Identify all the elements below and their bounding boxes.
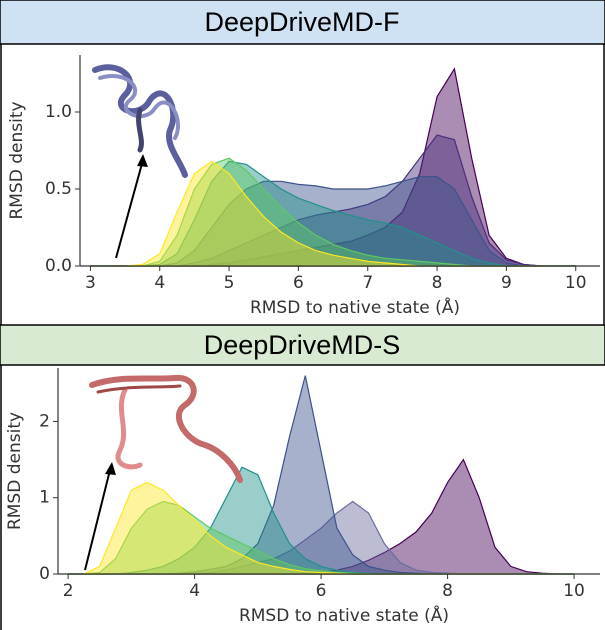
y-axis-label: RMSD density bbox=[7, 101, 27, 219]
arrow-head bbox=[137, 154, 148, 167]
x-axis-label: RMSD to native state (Å) bbox=[250, 296, 460, 318]
x-tick-label: 8 bbox=[432, 273, 443, 293]
x-tick-label: 9 bbox=[501, 273, 512, 293]
header-band bbox=[0, 0, 605, 45]
panel-title: DeepDriveMD-S bbox=[204, 330, 401, 360]
x-tick-label: 6 bbox=[316, 581, 327, 601]
y-tick-label: 1 bbox=[39, 488, 50, 508]
y-tick-label: 1.0 bbox=[45, 102, 72, 122]
plot: 2 4 6 8 10 0 1 2 RMSD to native state (Å) RMSD de… bbox=[5, 368, 600, 626]
x-tick-label: 4 bbox=[189, 581, 200, 601]
y-tick-label: 0.5 bbox=[45, 179, 72, 199]
y-axis-label: RMSD density bbox=[5, 412, 25, 530]
y-tick-label: 2 bbox=[39, 411, 50, 431]
y-tick-label: 0 bbox=[39, 564, 50, 584]
x-tick-label: 5 bbox=[224, 273, 235, 293]
x-tick-label: 6 bbox=[293, 273, 304, 293]
plot: 3 4 5 6 7 8 9 10 0.0 0.5 1.0 RMSD to native state (… bbox=[7, 55, 600, 318]
x-tick-label: 10 bbox=[563, 581, 585, 601]
x-tick-label: 3 bbox=[85, 273, 96, 293]
density-area bbox=[90, 176, 576, 267]
x-tick-label: 2 bbox=[63, 581, 74, 601]
protein-icon bbox=[89, 374, 243, 483]
y-tick-label: 0.0 bbox=[45, 256, 72, 276]
arrow bbox=[115, 159, 144, 259]
x-tick-label: 8 bbox=[442, 581, 453, 601]
x-axis-label: RMSD to native state (Å) bbox=[239, 604, 449, 626]
protein-icon bbox=[92, 64, 188, 178]
panel-title: DeepDriveMD-F bbox=[204, 7, 399, 37]
x-tick-label: 10 bbox=[565, 273, 587, 293]
x-tick-label: 7 bbox=[362, 273, 373, 293]
header-band bbox=[0, 324, 605, 366]
arrow bbox=[84, 469, 111, 571]
x-tick-label: 4 bbox=[154, 273, 165, 293]
arrow-head bbox=[105, 462, 116, 475]
